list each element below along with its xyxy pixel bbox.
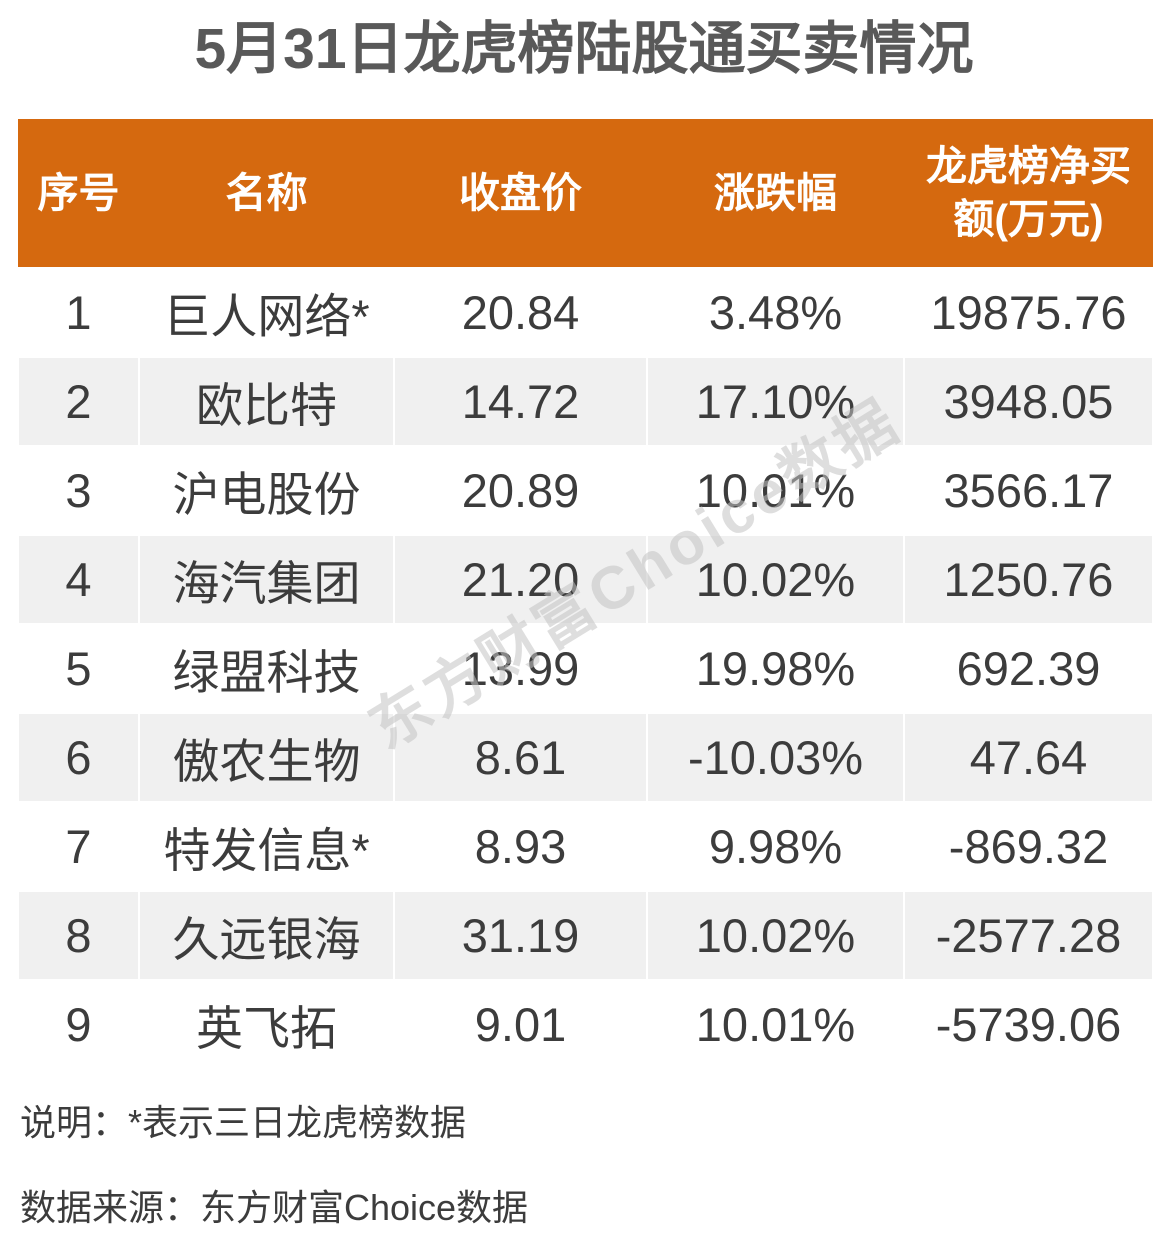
cell-close: 8.61 bbox=[393, 712, 648, 804]
cell-name: 沪电股份 bbox=[138, 445, 395, 537]
cell-close: 20.89 bbox=[393, 445, 648, 537]
cell-index: 3 bbox=[17, 445, 140, 537]
cell-name: 绿盟科技 bbox=[138, 623, 395, 715]
col-header-close: 收盘价 bbox=[394, 119, 647, 269]
footer-note: 说明：*表示三日龙虎榜数据 bbox=[20, 1102, 467, 1144]
cell-index: 7 bbox=[17, 801, 140, 893]
cell-index: 4 bbox=[17, 534, 140, 626]
table-row: 5 绿盟科技 13.99 19.98% 692.39 bbox=[17, 623, 1154, 715]
cell-net: 19875.76 bbox=[903, 267, 1154, 359]
col-header-change: 涨跌幅 bbox=[647, 119, 904, 269]
cell-net: -869.32 bbox=[903, 801, 1154, 893]
cell-change: 10.02% bbox=[646, 890, 905, 982]
cell-index: 9 bbox=[17, 979, 140, 1071]
cell-net: 3566.17 bbox=[903, 445, 1154, 537]
cell-net: 3948.05 bbox=[903, 356, 1154, 448]
cell-name: 欧比特 bbox=[138, 356, 395, 448]
cell-net: -2577.28 bbox=[903, 890, 1154, 982]
table-row: 8 久远银海 31.19 10.02% -2577.28 bbox=[17, 890, 1154, 982]
table-row: 1 巨人网络* 20.84 3.48% 19875.76 bbox=[17, 267, 1154, 359]
cell-close: 21.20 bbox=[393, 534, 648, 626]
table-row: 4 海汽集团 21.20 10.02% 1250.76 bbox=[17, 534, 1154, 626]
cell-name: 傲农生物 bbox=[138, 712, 395, 804]
cell-change: -10.03% bbox=[646, 712, 905, 804]
cell-net: -5739.06 bbox=[903, 979, 1154, 1071]
cell-name: 英飞拓 bbox=[138, 979, 395, 1071]
cell-name: 海汽集团 bbox=[138, 534, 395, 626]
footer-source: 数据来源：东方财富Choice数据 bbox=[20, 1187, 529, 1229]
cell-change: 9.98% bbox=[646, 801, 905, 893]
table-row: 3 沪电股份 20.89 10.01% 3566.17 bbox=[17, 445, 1154, 537]
cell-index: 5 bbox=[17, 623, 140, 715]
table-row: 2 欧比特 14.72 17.10% 3948.05 bbox=[17, 356, 1154, 448]
cell-index: 8 bbox=[17, 890, 140, 982]
cell-name: 久远银海 bbox=[138, 890, 395, 982]
cell-change: 3.48% bbox=[646, 267, 905, 359]
cell-net: 1250.76 bbox=[903, 534, 1154, 626]
cell-close: 14.72 bbox=[393, 356, 648, 448]
col-header-index: 序号 bbox=[18, 119, 139, 269]
cell-index: 6 bbox=[17, 712, 140, 804]
cell-close: 13.99 bbox=[393, 623, 648, 715]
col-header-name: 名称 bbox=[139, 119, 394, 269]
cell-net: 47.64 bbox=[903, 712, 1154, 804]
cell-net: 692.39 bbox=[903, 623, 1154, 715]
header-row: 序号 名称 收盘价 涨跌幅 龙虎榜净买额(万元) bbox=[18, 119, 1153, 269]
cell-change: 10.01% bbox=[646, 979, 905, 1071]
cell-close: 20.84 bbox=[393, 267, 648, 359]
col-header-net: 龙虎榜净买额(万元) bbox=[904, 119, 1153, 269]
cell-index: 1 bbox=[17, 267, 140, 359]
cell-close: 9.01 bbox=[393, 979, 648, 1071]
cell-name: 特发信息* bbox=[138, 801, 395, 893]
cell-name: 巨人网络* bbox=[138, 267, 395, 359]
cell-change: 10.01% bbox=[646, 445, 905, 537]
cell-change: 17.10% bbox=[646, 356, 905, 448]
table-row: 7 特发信息* 8.93 9.98% -869.32 bbox=[17, 801, 1154, 893]
cell-change: 10.02% bbox=[646, 534, 905, 626]
cell-change: 19.98% bbox=[646, 623, 905, 715]
cell-close: 31.19 bbox=[393, 890, 648, 982]
cell-close: 8.93 bbox=[393, 801, 648, 893]
table-row: 6 傲农生物 8.61 -10.03% 47.64 bbox=[17, 712, 1154, 804]
stock-table: 序号 名称 收盘价 涨跌幅 龙虎榜净买额(万元) 1 巨人网络* 20.84 3… bbox=[17, 119, 1154, 1071]
cell-index: 2 bbox=[17, 356, 140, 448]
table-row: 9 英飞拓 9.01 10.01% -5739.06 bbox=[17, 979, 1154, 1071]
page-title: 5月31日龙虎榜陆股通买卖情况 bbox=[194, 17, 974, 81]
